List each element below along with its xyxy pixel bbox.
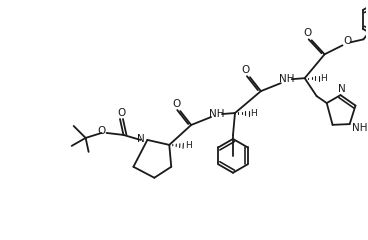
Text: O: O (98, 126, 106, 136)
Text: O: O (117, 108, 125, 118)
Text: N: N (338, 84, 346, 94)
Text: O: O (343, 36, 352, 46)
Text: H: H (251, 108, 257, 118)
Text: NH: NH (279, 74, 294, 84)
Text: H: H (320, 74, 327, 83)
Text: H: H (185, 141, 192, 150)
Text: NH: NH (209, 109, 225, 119)
Text: NH: NH (352, 123, 367, 133)
Text: O: O (242, 65, 250, 75)
Text: O: O (172, 99, 180, 109)
Text: O: O (304, 28, 312, 38)
Text: N: N (137, 134, 144, 144)
